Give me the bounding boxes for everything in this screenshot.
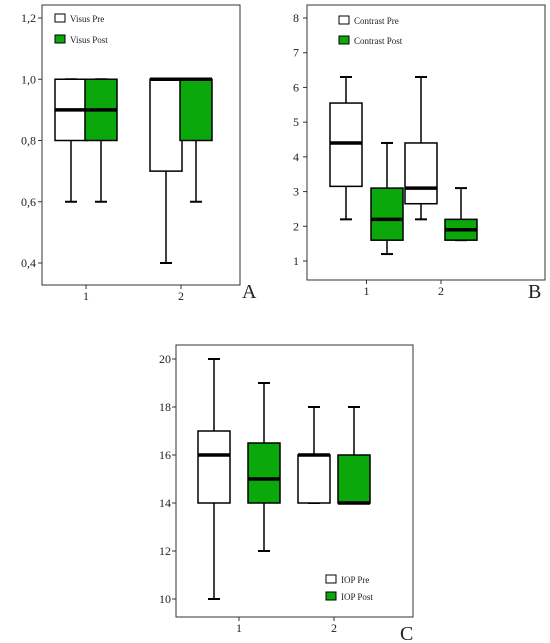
y-tick-label: 1 [293,254,299,268]
x-tick-label: 1 [364,284,370,298]
box-body [370,187,404,241]
legend-label: Contrast Post [354,36,403,46]
y-tick-label: 7 [293,46,299,60]
box-visus-post-2 [179,77,213,203]
y-tick-label: 0,4 [21,256,36,270]
chart-panel-b: 1 2 3 4 5 6 7 8 1 2 Contrast Pre Contrast Post B [293,4,546,303]
x-tick-label: 2 [178,289,184,303]
box-body [149,78,183,172]
box-visus-pre-1 [54,78,88,203]
x-tick-label: 1 [83,289,89,303]
y-tick-label: 0,6 [21,195,36,209]
box-iop-post-2 [337,406,371,505]
y-tick-label: 18 [159,400,171,414]
x-tick-label: 1 [236,621,242,635]
y-tick-label: 2 [293,219,299,233]
y-tick-label: 20 [159,352,171,366]
legend-swatch [338,15,350,25]
plot-frame [306,4,546,281]
x-tick-label: 2 [331,621,337,635]
box-body [247,442,281,504]
y-tick-label: 5 [293,115,299,129]
legend-swatch [54,34,66,44]
legend-label: IOP Pre [341,575,369,585]
panel-letter: A [242,281,257,303]
box-contrast-post-2 [444,187,478,242]
box-body [179,78,213,142]
box-iop-pre-2 [297,406,331,504]
legend-label: Visus Post [70,35,108,45]
box-iop-post-1 [247,382,281,552]
box-body [297,454,331,504]
y-tick-label: 0,8 [21,134,36,148]
box-body [197,430,231,504]
y-tick-label: 8 [293,11,299,25]
box-body [404,142,438,205]
y-tick-label: 3 [293,185,299,199]
y-tick-label: 1,2 [21,11,36,25]
legend-swatch [325,574,337,584]
y-tick-label: 14 [159,496,171,510]
plot-frame [41,4,241,286]
y-tick-label: 1,0 [21,72,36,86]
legend-swatch [338,35,350,45]
legend-label: IOP Post [341,592,373,602]
y-tick-label: 6 [293,80,299,94]
chart-panel-a: 0,4 0,6 0,8 1,0 1,2 1 2 Visus Pre Visus Post A [21,4,257,303]
box-visus-pre-2 [149,77,183,264]
legend-swatch [325,591,337,601]
legend-label: Visus Pre [70,14,104,24]
box-contrast-post-1 [370,141,404,256]
y-tick-label: 12 [159,544,171,558]
box-visus-post-1 [84,78,118,203]
box-iop-pre-1 [197,358,231,600]
legend-swatch [54,13,66,23]
box-body [337,454,371,504]
box-contrast-pre-2 [404,76,438,221]
x-tick-label: 2 [438,284,444,298]
panel-letter: B [528,281,541,303]
legend-label: Contrast Pre [354,16,399,26]
panel-letter: C [400,623,413,643]
y-tick-label: 16 [159,448,171,462]
y-tick-label: 10 [159,592,171,606]
plot-frame [175,344,414,618]
y-tick-label: 4 [293,150,299,164]
box-contrast-pre-1 [329,76,363,221]
